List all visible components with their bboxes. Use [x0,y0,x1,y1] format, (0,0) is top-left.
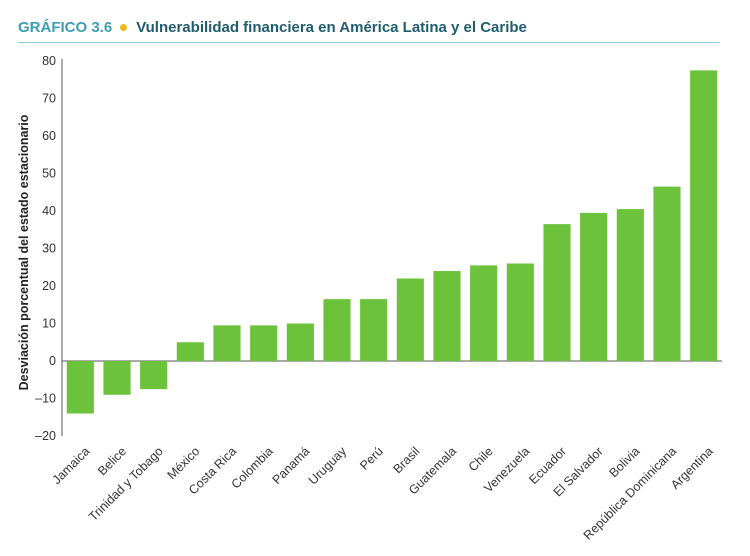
y-axis-ticks: 80 70 60 50 40 30 20 10 0 –10 –20 [35,54,56,443]
x-tick-label: Brasil [390,444,422,476]
x-tick-label: Jamaica [50,444,93,487]
bar [580,212,608,362]
y-tick-label: 70 [42,92,56,106]
bars [66,70,718,414]
bar [140,361,168,390]
bar [396,278,424,361]
x-tick-label: Chile [466,444,496,474]
bar [433,271,461,361]
x-tick-label: Uruguay [306,444,350,488]
figure-label: GRÁFICO 3.6 [18,18,113,36]
bar [213,325,241,362]
y-tick-label: 10 [42,317,56,331]
bar [103,361,131,395]
bar [176,342,204,361]
y-tick-label: –10 [35,392,56,406]
bar [470,265,498,362]
bar [506,263,534,361]
y-axis-label: Desviación porcentual del estado estacio… [17,114,31,390]
bar [690,70,718,362]
bar [323,299,351,362]
bar [250,325,278,362]
y-tick-label: 20 [42,279,56,293]
x-tick-label: Belice [95,444,129,478]
y-tick-label: 40 [42,204,56,218]
header-divider [18,42,720,43]
bar [616,209,644,362]
bar [360,299,388,362]
chart-header: GRÁFICO 3.6 Vulnerabilidad financiera en… [18,14,732,40]
x-tick-label: Bolivia [607,444,643,480]
bullet-dot-icon [120,23,128,31]
bar [286,323,314,361]
bar [653,186,681,362]
y-tick-label: 0 [49,354,56,368]
x-tick-label: Perú [357,444,386,473]
y-tick-label: 50 [42,167,56,181]
x-tick-label: Panamá [270,444,313,487]
chart-title: Vulnerabilidad financiera en América Lat… [136,18,527,36]
y-tick-label: 80 [42,54,56,68]
y-tick-label: –20 [35,429,56,443]
y-tick-label: 60 [42,129,56,143]
y-tick-label: 30 [42,242,56,256]
bar [66,361,94,414]
bar [543,224,571,362]
